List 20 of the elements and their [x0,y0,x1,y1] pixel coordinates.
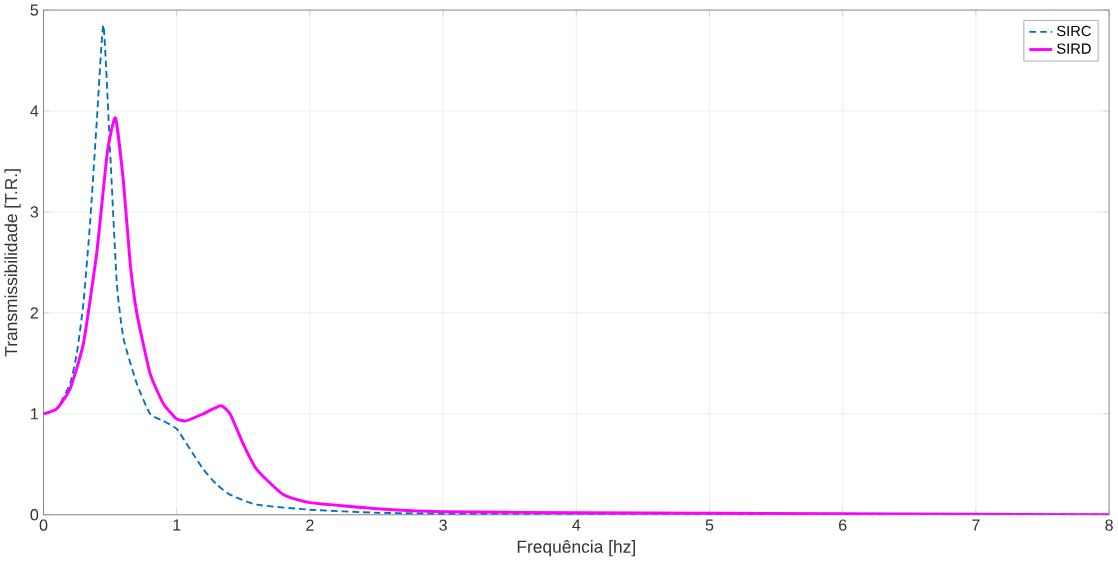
legend-label: SIRD [1056,43,1091,54]
x-tick-label: 1 [173,519,181,531]
x-tick-label: 5 [705,519,714,531]
y-axis-title: Transmissibilidade [T.R.] [4,169,21,357]
x-tick-label: 8 [1105,519,1113,531]
y-tick-label: 0 [30,509,39,521]
x-tick-label: 6 [839,519,847,531]
x-axis-title: Frequência [hz] [517,540,635,557]
x-tick-label: 7 [972,519,980,531]
y-tick-label: 1 [31,408,38,420]
x-tick-label: 2 [306,519,314,531]
y-tick-label: 5 [30,4,39,16]
x-tick-label: 3 [439,519,447,531]
y-tick-label: 4 [30,105,39,117]
x-tick-label: 0 [39,519,48,531]
y-tick-label: 2 [30,307,38,319]
y-tick-label: 3 [30,206,39,218]
x-tick-label: 4 [572,519,581,531]
line-series [43,116,1110,515]
legend-label: SIRC [1056,25,1091,37]
